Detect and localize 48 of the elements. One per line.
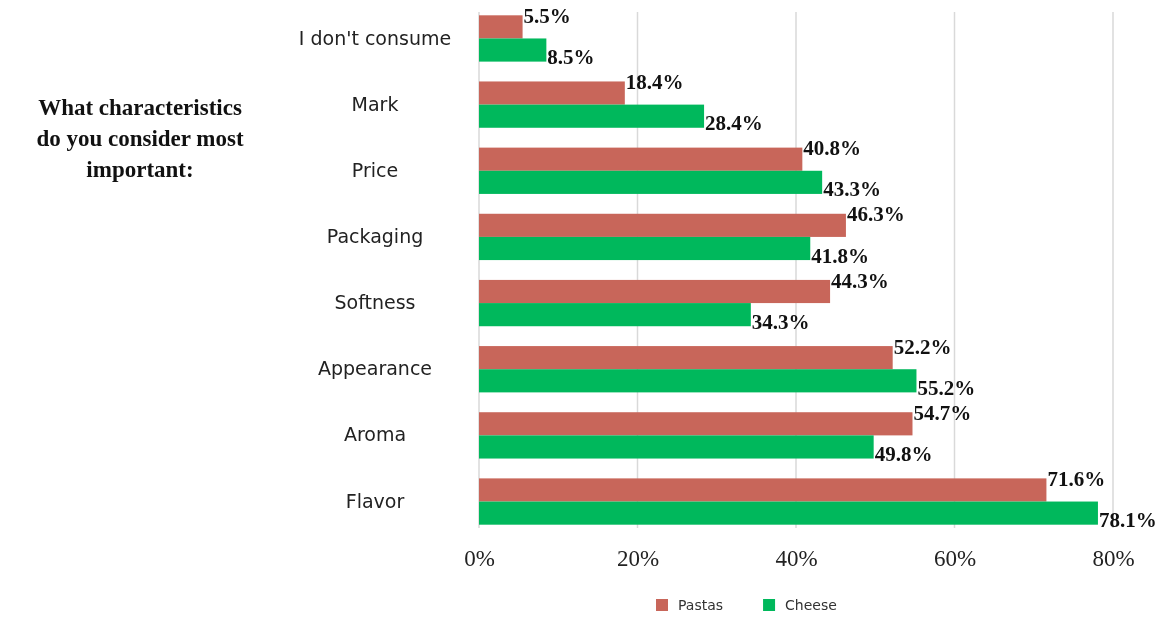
x-tick-label: 40%	[775, 546, 818, 572]
bar	[479, 346, 893, 370]
data-label: 46.3%	[846, 202, 905, 227]
y-tick-label: Softness	[334, 291, 416, 314]
data-label: 34.3%	[751, 309, 810, 334]
y-tick-label: Appearance	[317, 357, 433, 380]
bar	[479, 104, 705, 128]
data-label: 28.4%	[705, 111, 763, 136]
data-label: 54.7%	[913, 400, 972, 425]
data-label: 8.5%	[547, 45, 595, 70]
bar	[479, 369, 917, 393]
bar	[479, 279, 831, 304]
y-tick-label: Aroma	[343, 423, 407, 446]
data-label: 18.4%	[625, 70, 684, 95]
y-tick-label: Mark	[351, 92, 399, 115]
x-tick-label: 60%	[933, 546, 977, 572]
bar	[479, 236, 811, 261]
data-label: 49.8%	[874, 441, 933, 466]
bar	[479, 38, 547, 62]
data-label: 44.3%	[831, 268, 889, 293]
bar	[479, 147, 803, 171]
data-label: 41.8%	[811, 243, 870, 268]
legend-label: Pastas	[678, 597, 724, 613]
data-label: 78.1%	[1098, 508, 1157, 533]
data-label: 71.6%	[1047, 466, 1106, 491]
data-label: 40.8%	[803, 136, 862, 161]
y-tick-label: Flavor	[345, 489, 405, 512]
data-label: 52.2%	[893, 334, 952, 359]
data-label: 43.3%	[823, 177, 881, 202]
y-tick-label: Packaging	[326, 225, 424, 247]
bar	[479, 478, 1047, 502]
bar	[479, 435, 874, 459]
bar	[479, 170, 823, 194]
legend-label: Cheese	[785, 597, 837, 613]
bar	[479, 303, 751, 327]
bar	[479, 81, 625, 105]
x-tick-label: 20%	[616, 546, 660, 572]
bar	[479, 213, 846, 237]
y-tick-label: Price	[351, 158, 399, 181]
bar	[479, 501, 1098, 525]
data-label: 55.2%	[917, 375, 976, 400]
data-label: 5.5%	[523, 3, 571, 28]
bar	[479, 412, 913, 436]
text: What characteristics do you consider most important:	[36, 95, 244, 182]
x-tick-label: 80%	[1092, 546, 1135, 572]
bar	[479, 15, 523, 39]
y-tick-label: I don't consume	[298, 26, 452, 49]
x-tick-label: 0%	[464, 546, 495, 572]
